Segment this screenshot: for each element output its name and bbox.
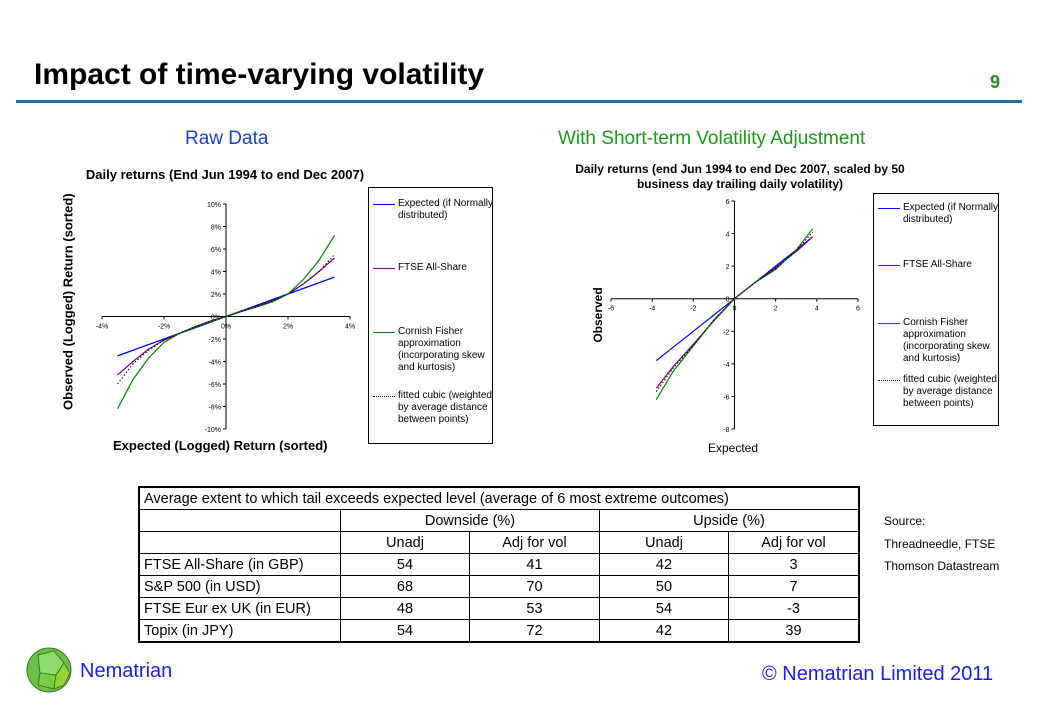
y-tick-label: 6: [726, 199, 730, 206]
y-tick-label: -10%: [205, 427, 221, 434]
y-tick-label: -2: [723, 329, 729, 336]
legend-item-fitted-cubic: fitted cubic (weighted by average distan…: [373, 390, 494, 426]
tail-excess-table: Average extent to which tail exceeds exp…: [138, 486, 860, 643]
y-tick-label: 0%: [211, 315, 221, 322]
y-tick-label: 4: [726, 232, 730, 239]
y-tick-label: 2%: [211, 292, 221, 299]
subtitle-raw-data: Raw Data: [185, 128, 269, 149]
table-title: Average extent to which tail exceeds exp…: [138, 486, 860, 510]
legend-item-ftse: FTSE All-Share: [878, 259, 999, 271]
y-tick-label: -4%: [209, 360, 221, 367]
y-tick-label: 6%: [211, 247, 221, 254]
y-tick-label: -4: [723, 362, 729, 369]
table-row: S&P 500 (in USD) 68 70 50 7: [138, 575, 860, 598]
legend-right: Expected (if Normally distributed) FTSE …: [873, 193, 999, 426]
legend-left: Expected (if Normally distributed) FTSE …: [368, 187, 493, 444]
y-tick-label: 0: [726, 297, 730, 304]
chart-title-left: Daily returns (End Jun 1994 to end Dec 2…: [85, 167, 365, 182]
group-header-downside: Downside (%): [340, 509, 600, 532]
source-note: Source: Threadneedle, FTSE Thomson Datas…: [884, 514, 1000, 573]
series-line-cubic: [655, 231, 814, 392]
x-tick-label: 0%: [221, 324, 231, 331]
x-tick-label: 0: [733, 306, 737, 313]
column-header: Adj for vol: [728, 531, 860, 554]
x-tick-label: 4%: [345, 324, 355, 331]
y-tick-label: -8%: [209, 405, 221, 412]
legend-item-fitted-cubic: fitted cubic (weighted by average distan…: [878, 374, 999, 410]
legend-item-expected: Expected (if Normally distributed): [373, 198, 494, 222]
y-tick-label: -6: [723, 394, 729, 401]
series-line-cubic: [117, 254, 335, 385]
x-tick-label: 2%: [283, 324, 293, 331]
x-axis-label-right: Expected: [708, 441, 759, 455]
y-tick-label: -2%: [209, 337, 221, 344]
table-row: Topix (in JPY) 54 72 42 39: [138, 619, 860, 643]
group-header-upside: Upside (%): [599, 509, 860, 532]
x-tick-label: -4%: [96, 324, 108, 331]
legend-item-cornish-fisher: Cornish Fisher approximation (incorporat…: [373, 326, 494, 374]
x-tick-label: 4: [815, 306, 819, 313]
y-axis-label-right: Observed: [591, 287, 605, 343]
slide-title: Impact of time-varying volatility: [34, 58, 485, 91]
column-header: Unadj: [599, 531, 729, 554]
y-tick-label: 2: [726, 264, 730, 271]
x-tick-label: 2: [774, 306, 778, 313]
y-tick-label: -6%: [209, 382, 221, 389]
series-line-cf: [655, 228, 814, 400]
y-tick-label: -8: [723, 427, 729, 434]
x-tick-label: -2%: [158, 324, 170, 331]
table-row: FTSE All-Share (in GBP) 54 41 42 3: [138, 553, 860, 576]
brand-name: Nematrian: [80, 660, 173, 682]
x-tick-label: 6: [856, 306, 860, 313]
title-divider: [16, 100, 1022, 103]
x-tick-label: -6: [608, 306, 614, 313]
legend-item-cornish-fisher: Cornish Fisher approximation (incorporat…: [878, 317, 999, 365]
column-header: Unadj: [340, 531, 470, 554]
column-header: Adj for vol: [469, 531, 600, 554]
x-axis-label-left: Expected (Logged) Return (sorted): [113, 438, 328, 453]
table-row: FTSE Eur ex UK (in EUR) 48 53 54 -3: [138, 597, 860, 620]
nematrian-logo-icon: [26, 647, 72, 693]
x-tick-label: -4: [649, 306, 655, 313]
y-axis-label-left: Observed (Logged) Return (sorted): [60, 193, 76, 410]
copyright: © Nematrian Limited 2011: [762, 663, 994, 685]
legend-item-ftse: FTSE All-Share: [373, 262, 494, 274]
x-tick-label: -2: [690, 306, 696, 313]
y-tick-label: 10%: [207, 202, 221, 209]
page-number: 9: [990, 72, 1001, 92]
legend-item-expected: Expected (if Normally distributed): [878, 202, 999, 226]
y-tick-label: 8%: [211, 225, 221, 232]
y-tick-label: 4%: [211, 270, 221, 277]
subtitle-vol-adjusted: With Short-term Volatility Adjustment: [558, 128, 866, 149]
chart-title-right: Daily returns (end Jun 1994 to end Dec 2…: [575, 162, 905, 191]
